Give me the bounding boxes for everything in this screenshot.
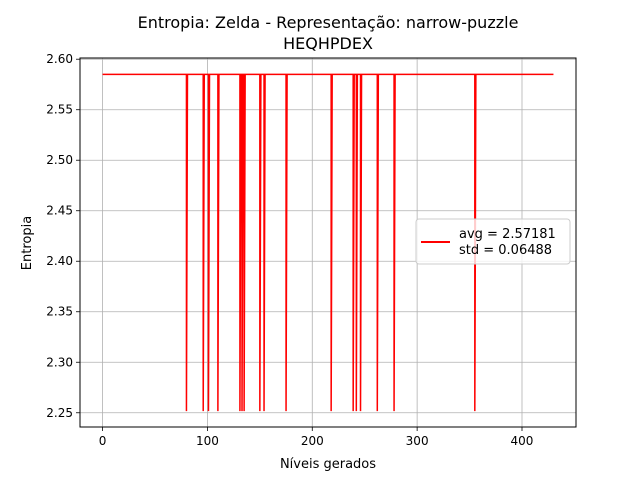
chart-title-line2: HEQHPDEX [283,34,373,53]
x-axis-label: Níveis gerados [280,457,376,472]
y-tick-label: 2.60 [46,52,73,66]
x-tick-label: 400 [511,434,534,448]
series-layer [102,73,554,412]
legend-std-label: std = 0.06488 [459,243,552,258]
chart-title-line1: Entropia: Zelda - Representação: narrow-… [138,13,519,32]
x-tick-label: 200 [301,434,324,448]
x-tick-label: 100 [196,434,219,448]
legend-avg-label: avg = 2.57181 [459,227,556,242]
y-tick-label: 2.35 [46,305,73,319]
y-tick-label: 2.45 [46,204,73,218]
axis-ticks: 0 100 200 300 400 2.25 2.30 2.35 2.40 2.45 2.50 2.5… [46,52,533,448]
grid-lines [80,58,576,427]
y-axis-label: Entropia [20,216,35,270]
y-tick-label: 2.55 [46,103,73,117]
y-tick-label: 2.40 [46,254,73,268]
legend: avg = 2.57181 std = 0.06488 [415,218,571,265]
y-tick-label: 2.30 [46,355,73,369]
y-tick-label: 2.50 [46,153,73,167]
x-tick-label: 300 [406,434,429,448]
legend-box [415,218,571,265]
entropy-series-line [102,73,554,412]
plot-frame [79,57,577,428]
x-tick-label: 0 [99,434,107,448]
y-tick-label: 2.25 [46,406,73,420]
